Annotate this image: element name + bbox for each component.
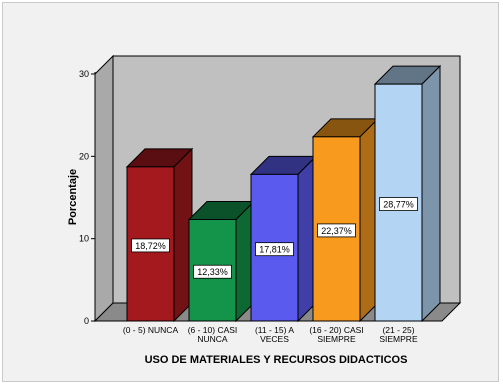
x-tick-label: NUNCA [197, 334, 228, 344]
x-tick-label: (16 - 20) CASI [309, 325, 363, 335]
data-label-box [379, 197, 418, 211]
x-tick-label: (0 - 5) NUNCA [123, 325, 179, 335]
data-label: 22,37% [321, 226, 352, 236]
bar-side [421, 64, 441, 323]
x-tick-label: (21 - 25) [382, 325, 414, 335]
data-label: 17,81% [259, 245, 290, 255]
data-label-box [131, 238, 170, 253]
x-axis-label: USO DE MATERIALES Y RECURSOS DIDACTICOS [145, 354, 408, 366]
data-label-box [193, 264, 232, 279]
data-label-box [255, 242, 294, 257]
x-tick-label: SIEMPRE [379, 334, 418, 344]
data-label-box [317, 223, 356, 238]
x-tick-label: (11 - 15) A [255, 325, 294, 335]
y-tick-label: 20 [79, 151, 89, 161]
y-tick-label: 10 [79, 234, 89, 244]
data-label: 18,72% [135, 241, 166, 251]
data-label: 28,77% [383, 200, 414, 210]
y-axis-label: Porcentaje [67, 169, 79, 225]
x-tick-label: SIEMPRE [317, 334, 356, 344]
data-label: 12,33% [197, 267, 228, 277]
y-tick-label: 0 [84, 316, 89, 326]
plot-side-wall [94, 54, 114, 323]
x-tick-label: VECES [260, 334, 289, 344]
x-tick-label: (6 - 10) CASI [188, 325, 238, 335]
y-tick-label: 30 [79, 69, 89, 79]
